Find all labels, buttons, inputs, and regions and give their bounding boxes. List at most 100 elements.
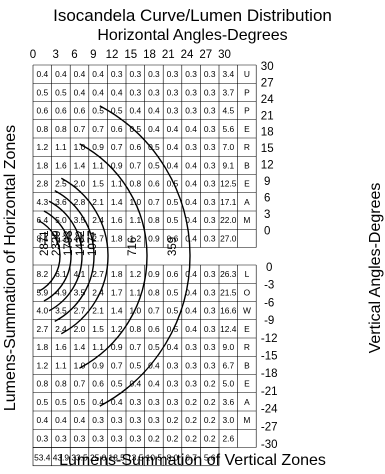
bottom-table-cell: 4.0 (36, 306, 48, 316)
top-table-cell: 12.5 (220, 179, 237, 189)
top-table-cell: 0.5 (92, 106, 104, 116)
bottom-table-cell: 0.5 (129, 360, 141, 370)
x-tick-label: 30 (218, 49, 231, 61)
bottom-table-cell: 0.5 (111, 379, 123, 389)
top-table-cell: 0.4 (92, 87, 104, 97)
top-table-cell: 0.3 (204, 215, 216, 225)
top-table-cell: 0.4 (36, 69, 48, 79)
bottom-table-cell: 0.2 (204, 379, 216, 389)
bottom-table-cell: 0.8 (36, 379, 48, 389)
x-tick-label: 24 (181, 49, 194, 61)
y-tick-label-bottom: -21 (261, 386, 278, 398)
bottom-table-cell: 8.2 (36, 269, 48, 279)
y-tick-label-bottom: -3 (264, 280, 274, 292)
bottom-table-cell: 0.4 (111, 397, 123, 407)
bottom-table-cell: 2.4 (55, 324, 67, 334)
top-table-cell: 0.5 (167, 215, 179, 225)
top-table-cell: 0.5 (111, 106, 123, 116)
bottom-table-cell: 1.6 (55, 342, 67, 352)
top-table-cell: 0.3 (204, 87, 216, 97)
bottom-table-cell: 1.1 (129, 287, 141, 297)
isocandela-curve (43, 210, 72, 302)
top-table-cell: 1.2 (36, 142, 48, 152)
top-table-cell: 0.4 (92, 69, 104, 79)
top-table-cell: 3.4 (222, 69, 234, 79)
bottom-table-cell: 0.3 (167, 379, 179, 389)
bottom-table-cell: 0.4 (148, 360, 160, 370)
y-tick-label-top: 18 (261, 127, 274, 139)
totals-row-cell: 25.0 (90, 453, 107, 463)
bottom-table-cell: 1.2 (36, 360, 48, 370)
top-table-cell: 7.0 (222, 142, 234, 152)
top-table-cell: 0.7 (92, 124, 104, 134)
x-axis-label: Horizontal Angles-Degrees (97, 27, 288, 44)
bottom-table-cell: 0.5 (167, 306, 179, 316)
bottom-table-cell: 0.4 (185, 269, 197, 279)
bottom-table-cell: 0.3 (148, 397, 160, 407)
bottom-table-cell: 1.8 (36, 342, 48, 352)
bottom-table-cell: 26.3 (220, 269, 237, 279)
bottom-table-cell: 0.3 (204, 269, 216, 279)
isocandela-curve (54, 190, 95, 322)
top-table-cell: 0.6 (129, 142, 141, 152)
bottom-table-cell: 0.3 (204, 360, 216, 370)
bottom-table-cell: 0.4 (36, 415, 48, 425)
top-table-cell: 9.1 (222, 160, 234, 170)
bottom-table-cell: 2.7 (36, 324, 48, 334)
top-table-cell: 0.4 (167, 124, 179, 134)
totals-row-cell: 13.5 (127, 453, 144, 463)
y-tick-label-top: 15 (261, 143, 274, 155)
chart-title: Isocandela Curve/Lumen Distribution (53, 6, 332, 25)
top-table-cell: 3.6 (55, 197, 67, 207)
top-table-cell: 0.4 (111, 87, 123, 97)
y-tick-label-bottom: -9 (264, 315, 274, 327)
top-table-cell: 0.6 (167, 233, 179, 243)
top-table-cell: 3.5 (74, 215, 86, 225)
bottom-table-cell: 16.6 (220, 306, 237, 316)
bottom-table-row-letter: M (243, 415, 250, 425)
top-table-cell: 0.3 (167, 106, 179, 116)
top-table-cell: 0.3 (129, 87, 141, 97)
isocandela-curve (38, 220, 61, 292)
bottom-table-cell: 0.3 (167, 397, 179, 407)
bottom-table-cell: 0.3 (204, 324, 216, 334)
top-table-cell: 0.4 (74, 69, 86, 79)
top-table-cell: 0.3 (111, 69, 123, 79)
top-table-cell: 1.8 (36, 160, 48, 170)
top-table-cell: 0.3 (204, 179, 216, 189)
bottom-table-cell: 2.7 (92, 269, 104, 279)
top-table-cell: 0.7 (148, 197, 160, 207)
bottom-table-cell: 0.3 (55, 433, 67, 443)
x-tick-label: 27 (199, 49, 212, 61)
top-table-cell: 0.8 (129, 179, 141, 189)
top-table-cell: 0.7 (111, 142, 123, 152)
totals-row-cell: 6.7 (185, 453, 197, 463)
bottom-table-cell: 12.4 (220, 324, 237, 334)
top-table-cell: 0.4 (185, 215, 197, 225)
top-table-cell: 1.1 (92, 160, 104, 170)
bottom-table-cell: 0.3 (204, 342, 216, 352)
y-tick-label-bottom: -27 (261, 421, 278, 433)
bottom-table-cell: 3.5 (55, 306, 67, 316)
bottom-table-cell: 0.3 (185, 342, 197, 352)
top-table-cell: 0.5 (167, 179, 179, 189)
bottom-table-cell: 0.3 (148, 415, 160, 425)
top-table-cell: 1.1 (55, 142, 67, 152)
totals-row-cell: 43.9 (53, 453, 70, 463)
top-table-cell: 0.9 (148, 233, 160, 243)
bottom-table-cell: 0.3 (129, 415, 141, 425)
top-table-cell: 1.5 (92, 179, 104, 189)
top-table-cell: 1.8 (111, 233, 123, 243)
x-tick-label: 0 (30, 49, 36, 61)
top-table-cell: 0.4 (167, 142, 179, 152)
totals-row-cell: 5.6 (204, 453, 216, 463)
top-table-cell: 17.1 (220, 197, 237, 207)
bottom-table-cell: 0.7 (74, 379, 86, 389)
bottom-table-cell: 3.0 (222, 415, 234, 425)
y-tick-label-top: 12 (261, 160, 274, 172)
bottom-table-cell: 0.7 (148, 306, 160, 316)
bottom-table-row-letter: B (244, 360, 250, 370)
bottom-table-row-letter: R (244, 342, 250, 352)
top-table-cell: 0.3 (204, 124, 216, 134)
